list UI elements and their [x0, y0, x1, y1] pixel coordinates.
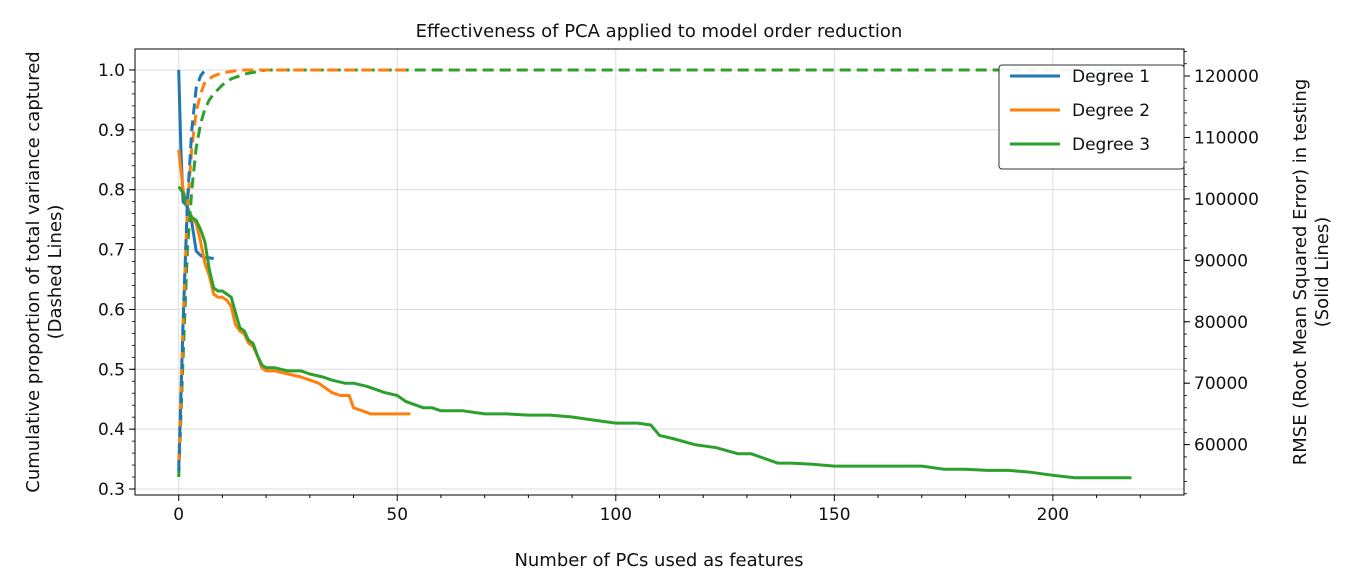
y-left-tick-label: 0.7	[98, 241, 125, 261]
y-left-tick-label: 0.5	[98, 360, 125, 380]
y-left-tick-label: 0.3	[98, 480, 125, 500]
left-axis-label: Cumulative proportion of total variance …	[23, 51, 66, 492]
legend-label-degree-2: Degree 2	[1072, 101, 1150, 121]
series-layer	[177, 68, 1132, 480]
left-axis-label-line1: Cumulative proportion of total variance …	[23, 51, 44, 492]
x-axis-label: Number of PCs used as features	[514, 550, 803, 571]
x-tick-label: 150	[818, 505, 850, 525]
y-right-tick-label: 120000	[1194, 67, 1259, 87]
right-axis-label-line2: (Solid Lines)	[1312, 217, 1333, 328]
variance-line-degree-3	[177, 68, 1132, 478]
y-right-tick-label: 70000	[1194, 374, 1248, 394]
axes: 0 50 100 150 200 0.3 0.4 0.5 0.6 0.7 0.8 0.9 1.0 6000…	[98, 51, 1259, 525]
y-left-tick-label: 0.4	[98, 420, 125, 440]
legend-label-degree-1: Degree 1	[1072, 67, 1150, 87]
rmse-line-degree-3	[177, 185, 1132, 480]
right-axis-label-line1: RMSE (Root Mean Squared Error) in testin…	[1290, 79, 1311, 466]
x-tick-label: 200	[1037, 505, 1069, 525]
chart-title: Effectiveness of PCA applied to model or…	[416, 21, 903, 42]
variance-line-degree-1	[177, 68, 210, 472]
x-tick-label: 0	[173, 505, 184, 525]
x-tick-label: 50	[386, 505, 408, 525]
y-left-tick-label: 0.8	[98, 181, 125, 201]
y-right-tick-label: 110000	[1194, 128, 1259, 148]
y-right-tick-label: 80000	[1194, 313, 1248, 333]
y-right-tick-label: 60000	[1194, 436, 1248, 456]
y-left-tick-label: 0.9	[98, 121, 125, 141]
y-right-tick-label: 90000	[1194, 251, 1248, 271]
right-axis-label: RMSE (Root Mean Squared Error) in testin…	[1290, 79, 1333, 466]
left-axis-label-line2: (Dashed Lines)	[45, 205, 66, 340]
x-tick-label: 100	[600, 505, 632, 525]
grid-lines	[135, 49, 1184, 495]
y-left-tick-label: 1.0	[98, 61, 125, 81]
legend: Degree 1 Degree 2 Degree 3	[998, 64, 1185, 170]
y-right-tick-label: 100000	[1194, 190, 1259, 210]
y-left-tick-label: 0.6	[98, 300, 125, 320]
legend-label-degree-3: Degree 3	[1072, 135, 1150, 155]
